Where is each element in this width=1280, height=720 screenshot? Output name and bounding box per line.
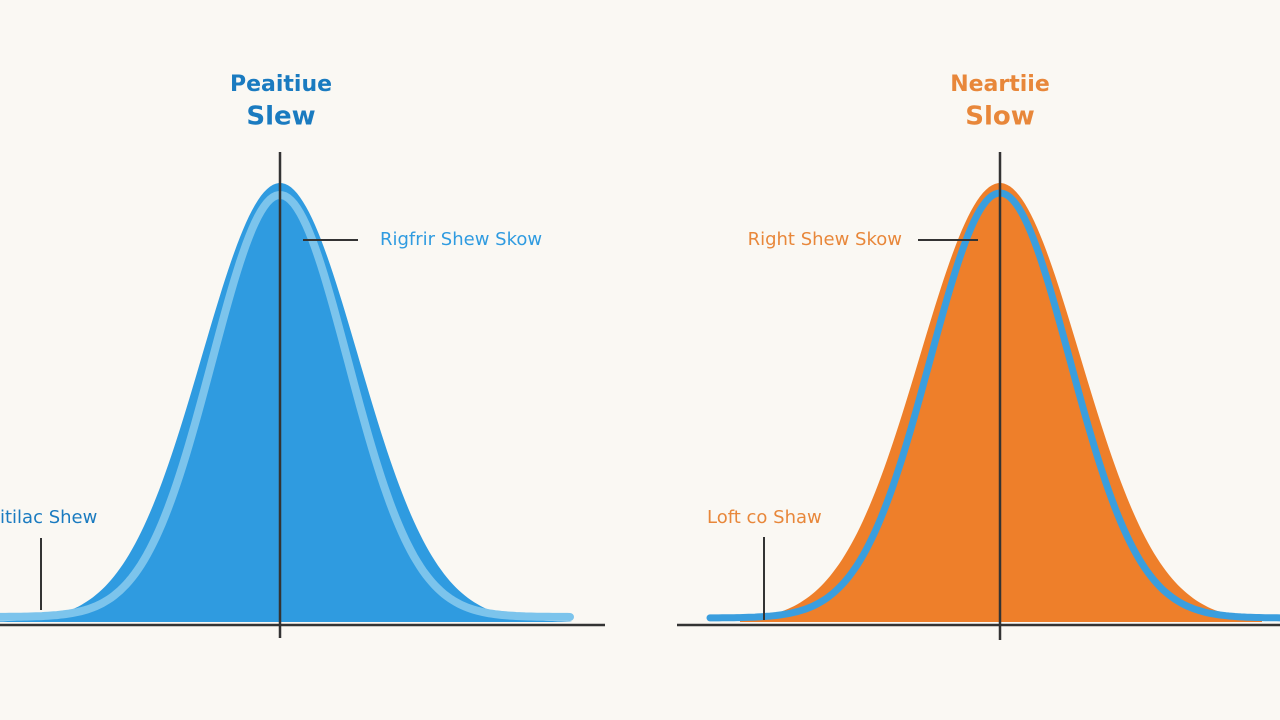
bell-fill: [0, 183, 572, 622]
bell-outline: [706, 189, 1280, 622]
title: Slew: [246, 102, 315, 132]
title: Neartiie: [950, 72, 1050, 97]
bell-outline: [0, 190, 574, 621]
negative-skew-panel: Neartiie Slow Right Shew Skow Loft co Sh…: [677, 72, 1280, 640]
annotation: Loft co Shaw: [707, 507, 822, 528]
title: Peaitiue: [230, 72, 332, 97]
annotation: Right Shew Skow: [748, 229, 902, 250]
annotation: Rigfrir Shew Skow: [380, 229, 542, 250]
annotation: itilac Shew: [0, 507, 97, 528]
title: Slow: [965, 102, 1035, 132]
positive-skew-panel: Peaitiue Slew Rigfrir Shew Skow itilac S…: [0, 72, 605, 638]
